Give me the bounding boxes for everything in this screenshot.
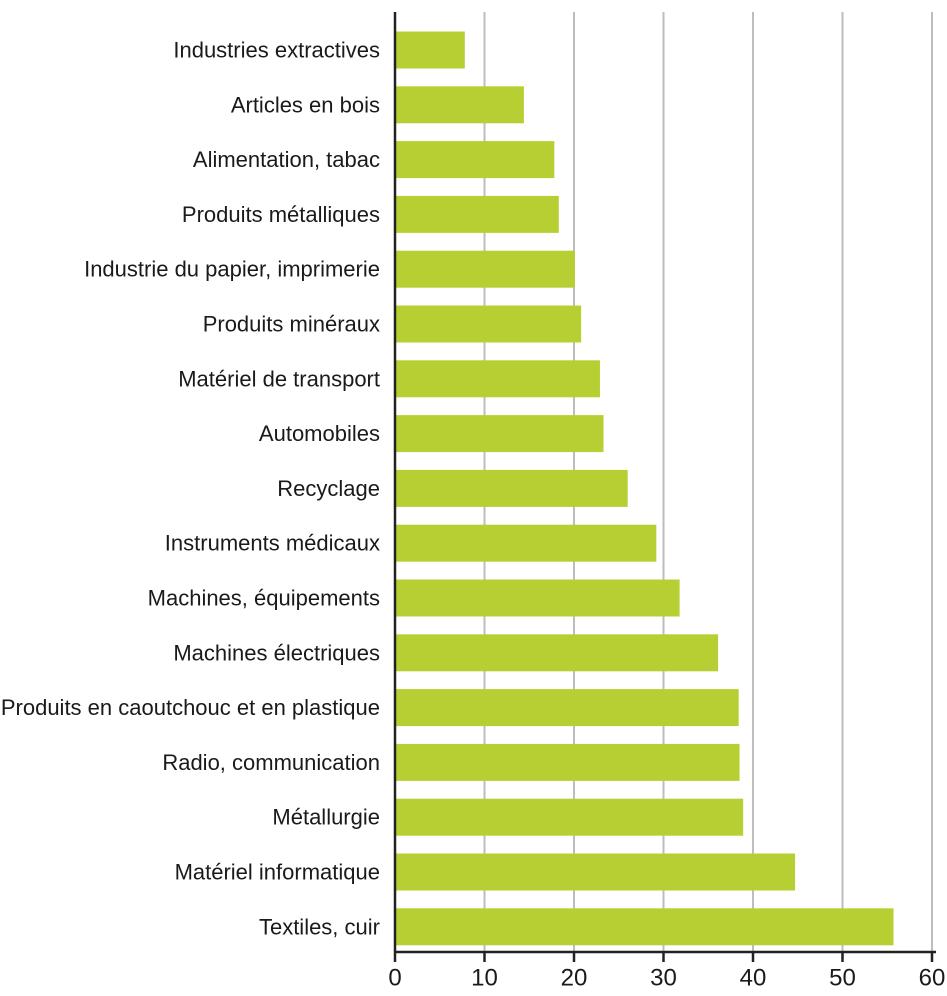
- bar-12: [395, 689, 739, 727]
- category-labels: Industries extractives Articles en bois Al…: [1, 38, 380, 940]
- grid-lines: [483, 12, 933, 952]
- category-label-1: Articles en bois: [231, 92, 380, 117]
- x-tick-label-30: 30: [650, 965, 677, 992]
- category-label-11: Machines électriques: [173, 640, 380, 665]
- bar-5: [395, 305, 582, 343]
- bar-3: [395, 195, 559, 233]
- category-label-14: Métallurgie: [272, 805, 380, 830]
- bar-1: [395, 86, 524, 124]
- category-label-0: Industries extractives: [173, 38, 380, 63]
- x-tick-label-10: 10: [471, 965, 498, 992]
- category-label-9: Instruments médicaux: [165, 531, 380, 556]
- x-tick-label-20: 20: [561, 965, 588, 992]
- bar-9: [395, 524, 657, 562]
- x-tick-labels: 0 10 20 30 40 50 60: [388, 965, 945, 992]
- category-label-10: Machines, équipements: [148, 586, 380, 611]
- bar-8: [395, 469, 628, 507]
- category-label-8: Recyclage: [277, 476, 380, 501]
- axes: [393, 12, 936, 962]
- bar-2: [395, 141, 555, 179]
- category-label-2: Alimentation, tabac: [193, 147, 380, 172]
- x-tick-label-50: 50: [829, 965, 856, 992]
- x-tick-label-60: 60: [919, 965, 946, 992]
- bar-7: [395, 415, 604, 453]
- category-label-16: Textiles, cuir: [259, 914, 380, 939]
- x-tick-label-40: 40: [740, 965, 767, 992]
- bar-15: [395, 853, 796, 891]
- category-label-5: Produits minéraux: [203, 312, 380, 337]
- bar-10: [395, 579, 680, 617]
- bar-11: [395, 634, 719, 672]
- bar-4: [395, 250, 575, 288]
- category-label-6: Matériel de transport: [178, 366, 380, 391]
- x-tick-label-0: 0: [388, 965, 401, 992]
- bar-16: [395, 908, 894, 946]
- category-label-12: Produits en caoutchouc et en plastique: [1, 695, 380, 720]
- category-label-7: Automobiles: [259, 421, 380, 446]
- bar-14: [395, 798, 744, 836]
- category-label-4: Industrie du papier, imprimerie: [84, 257, 380, 282]
- category-label-13: Radio, communication: [162, 750, 380, 775]
- bar-0: [395, 31, 465, 69]
- category-label-15: Matériel informatique: [175, 860, 380, 885]
- bar-13: [395, 743, 740, 781]
- bars: [395, 31, 894, 946]
- category-label-3: Produits métalliques: [182, 202, 380, 227]
- bar-6: [395, 360, 600, 398]
